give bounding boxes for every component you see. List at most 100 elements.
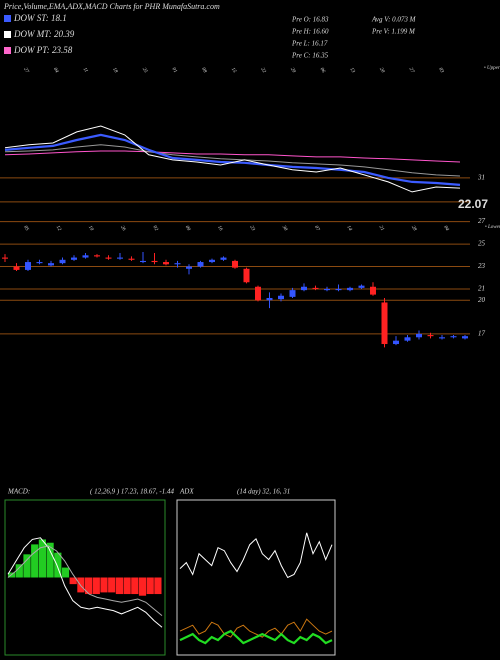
date-label: 12 — [55, 225, 62, 232]
date-label: 25 — [141, 67, 148, 74]
date-label: 01 — [170, 67, 177, 74]
series-line — [4, 150, 461, 163]
date-label: 04 — [52, 67, 59, 74]
date-label: 08 — [200, 67, 207, 74]
series-line — [7, 545, 163, 616]
candle-body — [151, 260, 158, 263]
candle-body — [163, 262, 169, 265]
histogram-bar — [15, 564, 23, 578]
histogram-bar — [23, 554, 31, 578]
date-label: 29 — [289, 67, 296, 74]
histogram-bar — [146, 577, 154, 595]
legend-swatch — [4, 31, 11, 38]
candle-body — [278, 295, 284, 300]
y-tick-label: 17 — [478, 330, 486, 338]
y-tick-label: 25 — [478, 240, 486, 248]
candle-body — [197, 262, 204, 267]
stat-label: Avg V: 0.073 M — [371, 16, 417, 24]
legend-swatch — [4, 47, 11, 54]
candle-body — [232, 260, 238, 268]
candle-body — [324, 289, 330, 291]
candle-body — [393, 340, 399, 345]
stat-label: Pre V: 1.199 M — [371, 28, 416, 36]
stat-label: Pre C: 16.35 — [291, 52, 329, 60]
candle-body — [266, 297, 273, 301]
date-label: 07 — [313, 225, 320, 232]
y-tick-label: 21 — [478, 285, 485, 293]
candle-body — [2, 257, 8, 259]
candle-body — [427, 335, 434, 337]
candle-body — [439, 337, 445, 339]
y-tick-label: 23 — [478, 262, 486, 270]
date-label: 15 — [230, 67, 237, 74]
legend-label: DOW ST: 18.1 — [13, 13, 67, 23]
date-label: 16 — [216, 225, 223, 232]
adx-frame — [176, 499, 336, 656]
candle-body — [128, 258, 135, 260]
histogram-bar — [131, 577, 139, 595]
stat-label: Pre L: 16.17 — [291, 40, 328, 48]
histogram-bar — [115, 577, 123, 595]
candle-body — [347, 287, 353, 291]
histogram-bar — [92, 577, 100, 595]
candle-body — [25, 262, 31, 270]
candle-body — [450, 336, 457, 338]
candle-body — [140, 260, 146, 263]
candle-body — [186, 266, 192, 269]
date-label: 26 — [119, 225, 126, 232]
legend-label: DOW MT: 20.39 — [13, 29, 75, 39]
lower-label: • Lower — [485, 225, 500, 230]
legend-label: DOW PT: 23.58 — [13, 45, 73, 55]
date-label: 02 — [152, 225, 159, 232]
series-line — [4, 133, 461, 186]
candle-body — [462, 336, 468, 339]
histogram-bar — [123, 577, 131, 595]
candle-body — [174, 263, 181, 265]
histogram-bar — [54, 552, 62, 578]
date-label: 06 — [319, 67, 326, 74]
y-tick-label: 20 — [478, 296, 486, 304]
candle-body — [358, 285, 365, 288]
series-line — [7, 537, 163, 628]
candle-body — [335, 289, 342, 291]
candle-body — [36, 262, 43, 264]
upper-label: • Upper — [484, 66, 500, 71]
date-label: 27 — [22, 67, 29, 74]
candle-body — [117, 257, 123, 259]
date-label: 03 — [437, 67, 444, 74]
series-line — [179, 618, 333, 638]
date-label: 11 — [82, 67, 89, 74]
candle-body — [416, 333, 422, 338]
candle-body — [370, 286, 376, 295]
histogram-bar — [38, 539, 46, 578]
date-label: 09 — [184, 225, 191, 232]
date-label: 13 — [348, 67, 355, 74]
histogram-bar — [69, 577, 77, 585]
panel-subtitle: ( 12,26,9 ) 17.23, 18.67, -1.44 — [90, 488, 174, 496]
panel-title: ADX — [179, 488, 194, 496]
y-tick-label: 22.07 — [458, 197, 488, 211]
histogram-bar — [154, 577, 162, 595]
candle-body — [82, 255, 89, 258]
date-label: 22 — [259, 67, 266, 74]
date-label: 05 — [22, 225, 29, 232]
candle-body — [289, 290, 296, 297]
candle-body — [301, 286, 307, 291]
date-label: 27 — [408, 67, 415, 74]
candle-body — [48, 263, 54, 266]
date-label: 28 — [410, 225, 417, 232]
candle-body — [255, 286, 261, 301]
date-label: 20 — [378, 67, 385, 74]
histogram-bar — [138, 577, 147, 596]
date-label: 18 — [111, 67, 118, 74]
histogram-bar — [46, 542, 54, 578]
candle-body — [404, 337, 411, 341]
date-label: 14 — [345, 225, 352, 232]
panel-title: MACD: — [7, 488, 30, 496]
page-title: Price,Volume,EMA,ADX,MACD Charts for PHR… — [3, 2, 220, 11]
date-label: 19 — [87, 225, 94, 232]
series-line — [4, 144, 461, 177]
y-tick-label: 31 — [477, 174, 485, 182]
date-label: 04 — [442, 225, 449, 232]
